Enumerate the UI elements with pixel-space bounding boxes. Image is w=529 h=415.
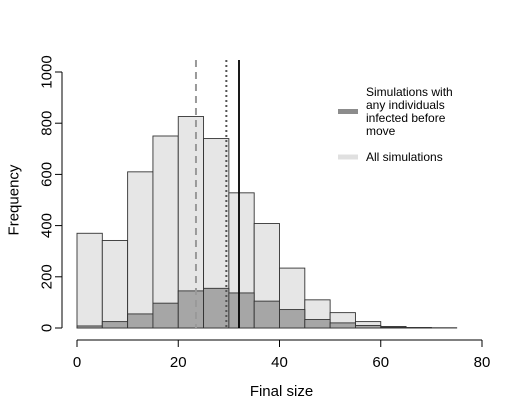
- x-tick-label: 80: [474, 354, 491, 371]
- bar-all-simulations-1: [101, 239, 129, 329]
- bar-infected-before-move-5: [203, 287, 230, 329]
- bar-infected-before-move-7: [253, 300, 280, 329]
- x-tick-label: 40: [271, 354, 288, 371]
- bar-infected-before-move-4: [177, 290, 205, 329]
- y-tick-label: 800: [39, 111, 56, 136]
- x-tick-label: 20: [170, 354, 187, 371]
- reference-lines: [194, 60, 240, 328]
- bar-all-simulations-0: [76, 232, 103, 329]
- y-tick-label: 0: [39, 324, 56, 332]
- bar-infected-before-move-9: [304, 319, 331, 329]
- bar-infected-before-move-12: [380, 326, 407, 329]
- bar-infected-before-move-1: [101, 321, 129, 329]
- y-tick-label: 400: [39, 213, 56, 238]
- y-tick-label: 600: [39, 162, 56, 187]
- bar-infected-before-move-8: [279, 309, 306, 329]
- bar-all-simulations-3: [152, 135, 179, 329]
- bar-infected-before-move-6: [228, 292, 255, 329]
- y-tick-label: 200: [39, 264, 56, 289]
- legend-label: move: [366, 124, 396, 138]
- bars-all-simulations: [76, 116, 458, 329]
- y-tick-label: 1000: [39, 55, 56, 88]
- y-axis-title: Frequency: [6, 164, 23, 235]
- bar-infected-before-move-10: [329, 322, 356, 329]
- x-axis-title: Final size: [250, 383, 313, 400]
- bar-infected-before-move-0: [76, 325, 103, 329]
- bar-infected-before-move-11: [354, 324, 382, 329]
- legend-label: Simulations with: [366, 85, 453, 99]
- legend-label: All simulations: [366, 150, 443, 164]
- bar-all-simulations-2: [127, 171, 154, 329]
- x-tick-label: 60: [372, 354, 389, 371]
- legend-label: infected before: [366, 111, 446, 125]
- bar-infected-before-move-3: [152, 302, 179, 329]
- x-tick-label: 0: [73, 354, 81, 371]
- legend-label: any individuals: [366, 98, 445, 112]
- bar-infected-before-move-2: [127, 313, 154, 329]
- bars-infected-before-move: [76, 287, 432, 329]
